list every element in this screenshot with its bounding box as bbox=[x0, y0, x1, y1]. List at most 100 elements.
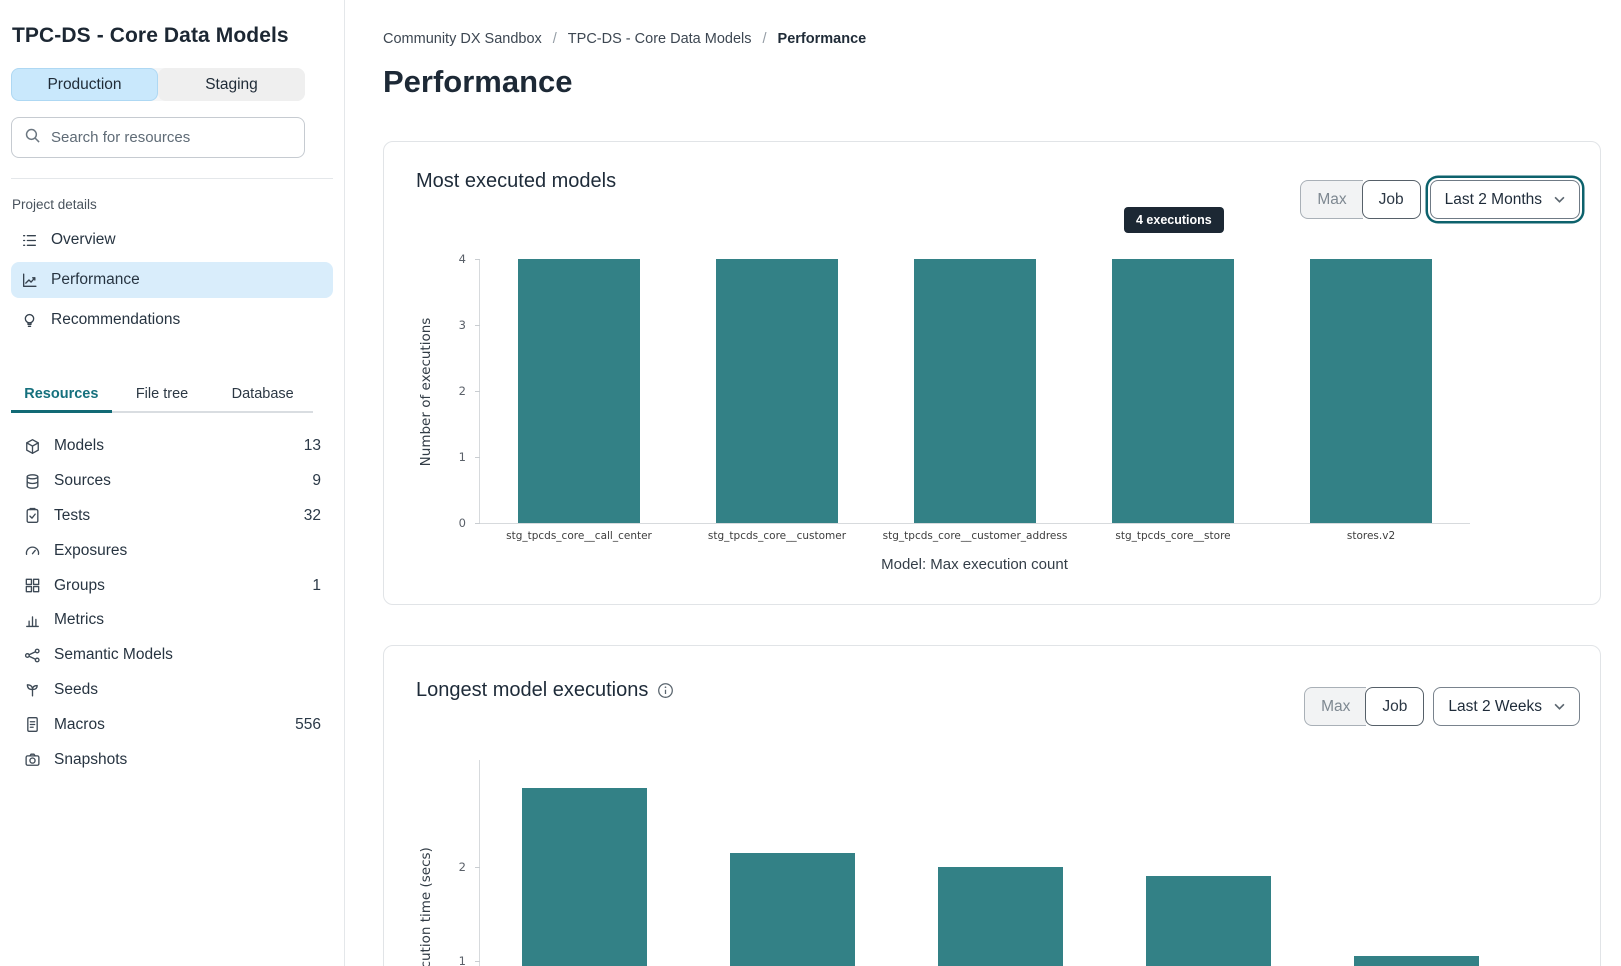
bar-series-1[interactable] bbox=[729, 852, 855, 966]
bar-stg_tpcds_core__store[interactable] bbox=[1112, 259, 1234, 523]
bar-series-2[interactable] bbox=[937, 867, 1063, 966]
resource-label: Semantic Models bbox=[54, 646, 173, 664]
environment-toggle: Production Staging bbox=[11, 68, 305, 101]
sidebar: TPC-DS - Core Data Models Production Stag… bbox=[0, 0, 345, 966]
resource-row-seeds[interactable]: Seeds bbox=[11, 673, 333, 708]
resource-row-sources[interactable]: Sources 9 bbox=[11, 464, 333, 499]
seedling-icon bbox=[24, 681, 41, 698]
sidebar-tabs: Resources File tree Database bbox=[11, 376, 313, 413]
gauge-icon bbox=[24, 542, 41, 559]
database-icon bbox=[24, 473, 41, 490]
y-tick-label: 2 bbox=[458, 860, 466, 874]
sidebar-item-recommendations[interactable]: Recommendations bbox=[11, 302, 333, 338]
file-icon bbox=[24, 716, 41, 733]
resource-label: Tests bbox=[54, 506, 91, 524]
bar-stg_tpcds_core__customer[interactable] bbox=[716, 259, 838, 523]
breadcrumb-item[interactable]: TPC-DS - Core Data Models bbox=[567, 31, 752, 47]
max-button[interactable]: Max bbox=[1300, 180, 1363, 219]
resource-row-groups[interactable]: Groups 1 bbox=[11, 568, 333, 603]
most-executed-models-card: Most executed models Max Job Last 2 Mont… bbox=[383, 141, 1601, 605]
resource-row-models[interactable]: Models 13 bbox=[11, 429, 333, 464]
chart-controls: Max Job Last 2 Months bbox=[1300, 180, 1580, 219]
job-button[interactable]: Job bbox=[1365, 687, 1425, 726]
chart-tooltip: 4 executions bbox=[1124, 207, 1224, 233]
date-range-value: Last 2 Weeks bbox=[1448, 697, 1542, 715]
y-axis-label: Execution time (secs) bbox=[418, 847, 434, 966]
y-tick-mark bbox=[475, 391, 480, 392]
y-tick-label: 0 bbox=[458, 516, 466, 530]
search-box[interactable] bbox=[11, 117, 305, 158]
aggregation-toggle: Max Job bbox=[1304, 687, 1425, 726]
job-button[interactable]: Job bbox=[1361, 180, 1421, 219]
sidebar-item-overview[interactable]: Overview bbox=[11, 222, 333, 258]
sidebar-item-performance[interactable]: Performance bbox=[11, 262, 333, 298]
resource-label: Models bbox=[54, 437, 104, 455]
y-tick-mark bbox=[475, 867, 480, 868]
breadcrumb-item: Performance bbox=[777, 31, 867, 47]
x-axis-title: Model: Max execution count bbox=[881, 556, 1068, 573]
breadcrumb: Community DX Sandbox / TPC-DS - Core Data … bbox=[383, 31, 1601, 47]
bar-series-4[interactable] bbox=[1353, 956, 1479, 966]
env-toggle-production[interactable]: Production bbox=[11, 68, 158, 101]
bar-stores.v2[interactable] bbox=[1310, 259, 1432, 523]
list-icon bbox=[21, 232, 38, 249]
sidebar-item-label: Overview bbox=[51, 231, 116, 248]
y-tick-mark bbox=[475, 961, 480, 962]
resource-label: Macros bbox=[54, 715, 105, 733]
bar-series-3[interactable] bbox=[1145, 876, 1271, 966]
sidebar-item-label: Recommendations bbox=[51, 311, 181, 328]
project-details-label: Project details bbox=[12, 197, 97, 212]
date-range-dropdown[interactable]: Last 2 Months bbox=[1429, 180, 1580, 219]
project-nav: Overview Performance Recommendations bbox=[11, 222, 333, 338]
y-tick-label: 2 bbox=[458, 384, 466, 398]
page-title: Performance bbox=[383, 64, 573, 99]
x-category-label: stg_tpcds_core__customer_address bbox=[882, 530, 1068, 542]
tab-resources[interactable]: Resources bbox=[11, 376, 112, 413]
lightbulb-icon bbox=[21, 312, 38, 329]
bar-series-0[interactable] bbox=[521, 788, 647, 966]
resource-label: Metrics bbox=[54, 611, 104, 629]
resource-label: Sources bbox=[54, 472, 111, 490]
search-input[interactable] bbox=[51, 129, 292, 146]
tab-file-tree[interactable]: File tree bbox=[135, 386, 189, 402]
chart-line-icon bbox=[21, 272, 38, 289]
y-tick-mark bbox=[475, 523, 480, 524]
bar-chart-most-executed[interactable]: stg_tpcds_core__call_center stg_tpcds_cor… bbox=[459, 252, 1470, 542]
env-toggle-staging[interactable]: Staging bbox=[158, 68, 305, 101]
y-tick-label: 3 bbox=[458, 318, 466, 332]
resource-count: 13 bbox=[303, 437, 321, 455]
bar-stg_tpcds_core__customer_address[interactable] bbox=[914, 259, 1036, 523]
x-category-label: stg_tpcds_core__call_center bbox=[506, 530, 652, 542]
bar-chart-icon bbox=[24, 612, 41, 629]
nodes-icon bbox=[24, 647, 41, 664]
resource-row-tests[interactable]: Tests 32 bbox=[11, 499, 333, 534]
breadcrumb-item[interactable]: Community DX Sandbox bbox=[383, 31, 542, 47]
max-button[interactable]: Max bbox=[1304, 687, 1367, 726]
cube-icon bbox=[24, 438, 41, 455]
sidebar-divider bbox=[11, 178, 333, 179]
x-category-label: stg_tpcds_core__store bbox=[1115, 530, 1231, 542]
x-category-label: stores.v2 bbox=[1346, 530, 1396, 542]
resource-row-semantic-models[interactable]: Semantic Models bbox=[11, 638, 333, 673]
bar-stg_tpcds_core__call_center[interactable] bbox=[518, 259, 640, 523]
resource-row-snapshots[interactable]: Snapshots bbox=[11, 742, 333, 777]
resource-label: Seeds bbox=[54, 680, 98, 698]
resource-list: Models 13 Sources 9 Tests 32 Exposures G… bbox=[11, 429, 333, 777]
resource-row-macros[interactable]: Macros 556 bbox=[11, 707, 333, 742]
resource-count: 556 bbox=[295, 715, 321, 733]
tab-database[interactable]: Database bbox=[231, 386, 294, 402]
y-tick-mark bbox=[475, 457, 480, 458]
breadcrumb-separator: / bbox=[552, 31, 557, 47]
date-range-dropdown[interactable]: Last 2 Weeks bbox=[1433, 687, 1580, 726]
y-tick-mark bbox=[475, 325, 480, 326]
sidebar-item-label: Performance bbox=[51, 271, 140, 288]
resource-row-metrics[interactable]: Metrics bbox=[11, 603, 333, 638]
y-tick-label: 4 bbox=[458, 252, 466, 266]
search-icon bbox=[24, 127, 41, 149]
resource-label: Exposures bbox=[54, 541, 128, 559]
resource-row-exposures[interactable]: Exposures bbox=[11, 533, 333, 568]
y-tick-label: 1 bbox=[458, 450, 466, 464]
info-icon[interactable] bbox=[657, 682, 674, 699]
